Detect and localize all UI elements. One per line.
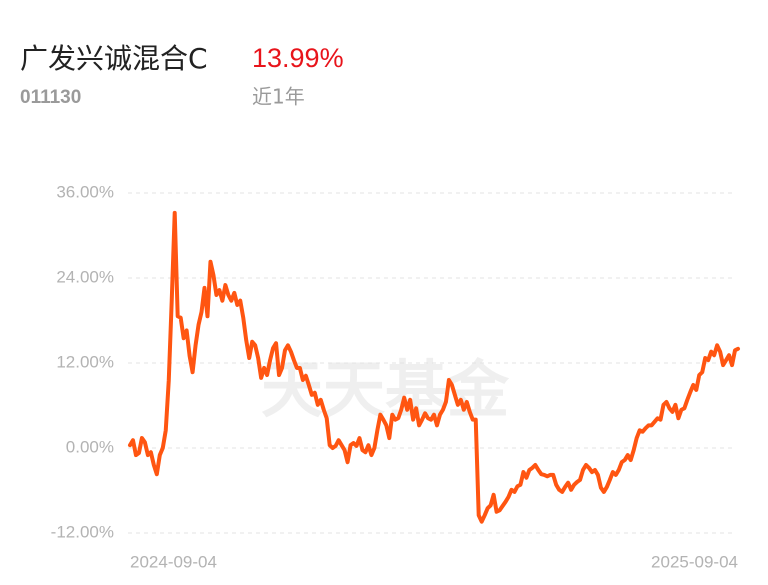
fund-name: 广发兴诚混合C [20,42,208,75]
y-tick-label: 12.00% [56,352,114,371]
y-tick-label: -12.00% [51,522,114,541]
fund-code: 011130 [20,87,81,108]
y-tick-label: 36.00% [56,182,114,201]
y-tick-label: 24.00% [56,267,114,286]
period-label: 近1年 [252,85,305,109]
x-tick-label: 2024-09-04 [130,552,217,571]
x-tick-label: 2025-09-04 [651,552,738,571]
fund-line [128,210,740,524]
y-tick-label: 0.00% [66,437,114,456]
fund-return: 13.99% [252,43,344,73]
